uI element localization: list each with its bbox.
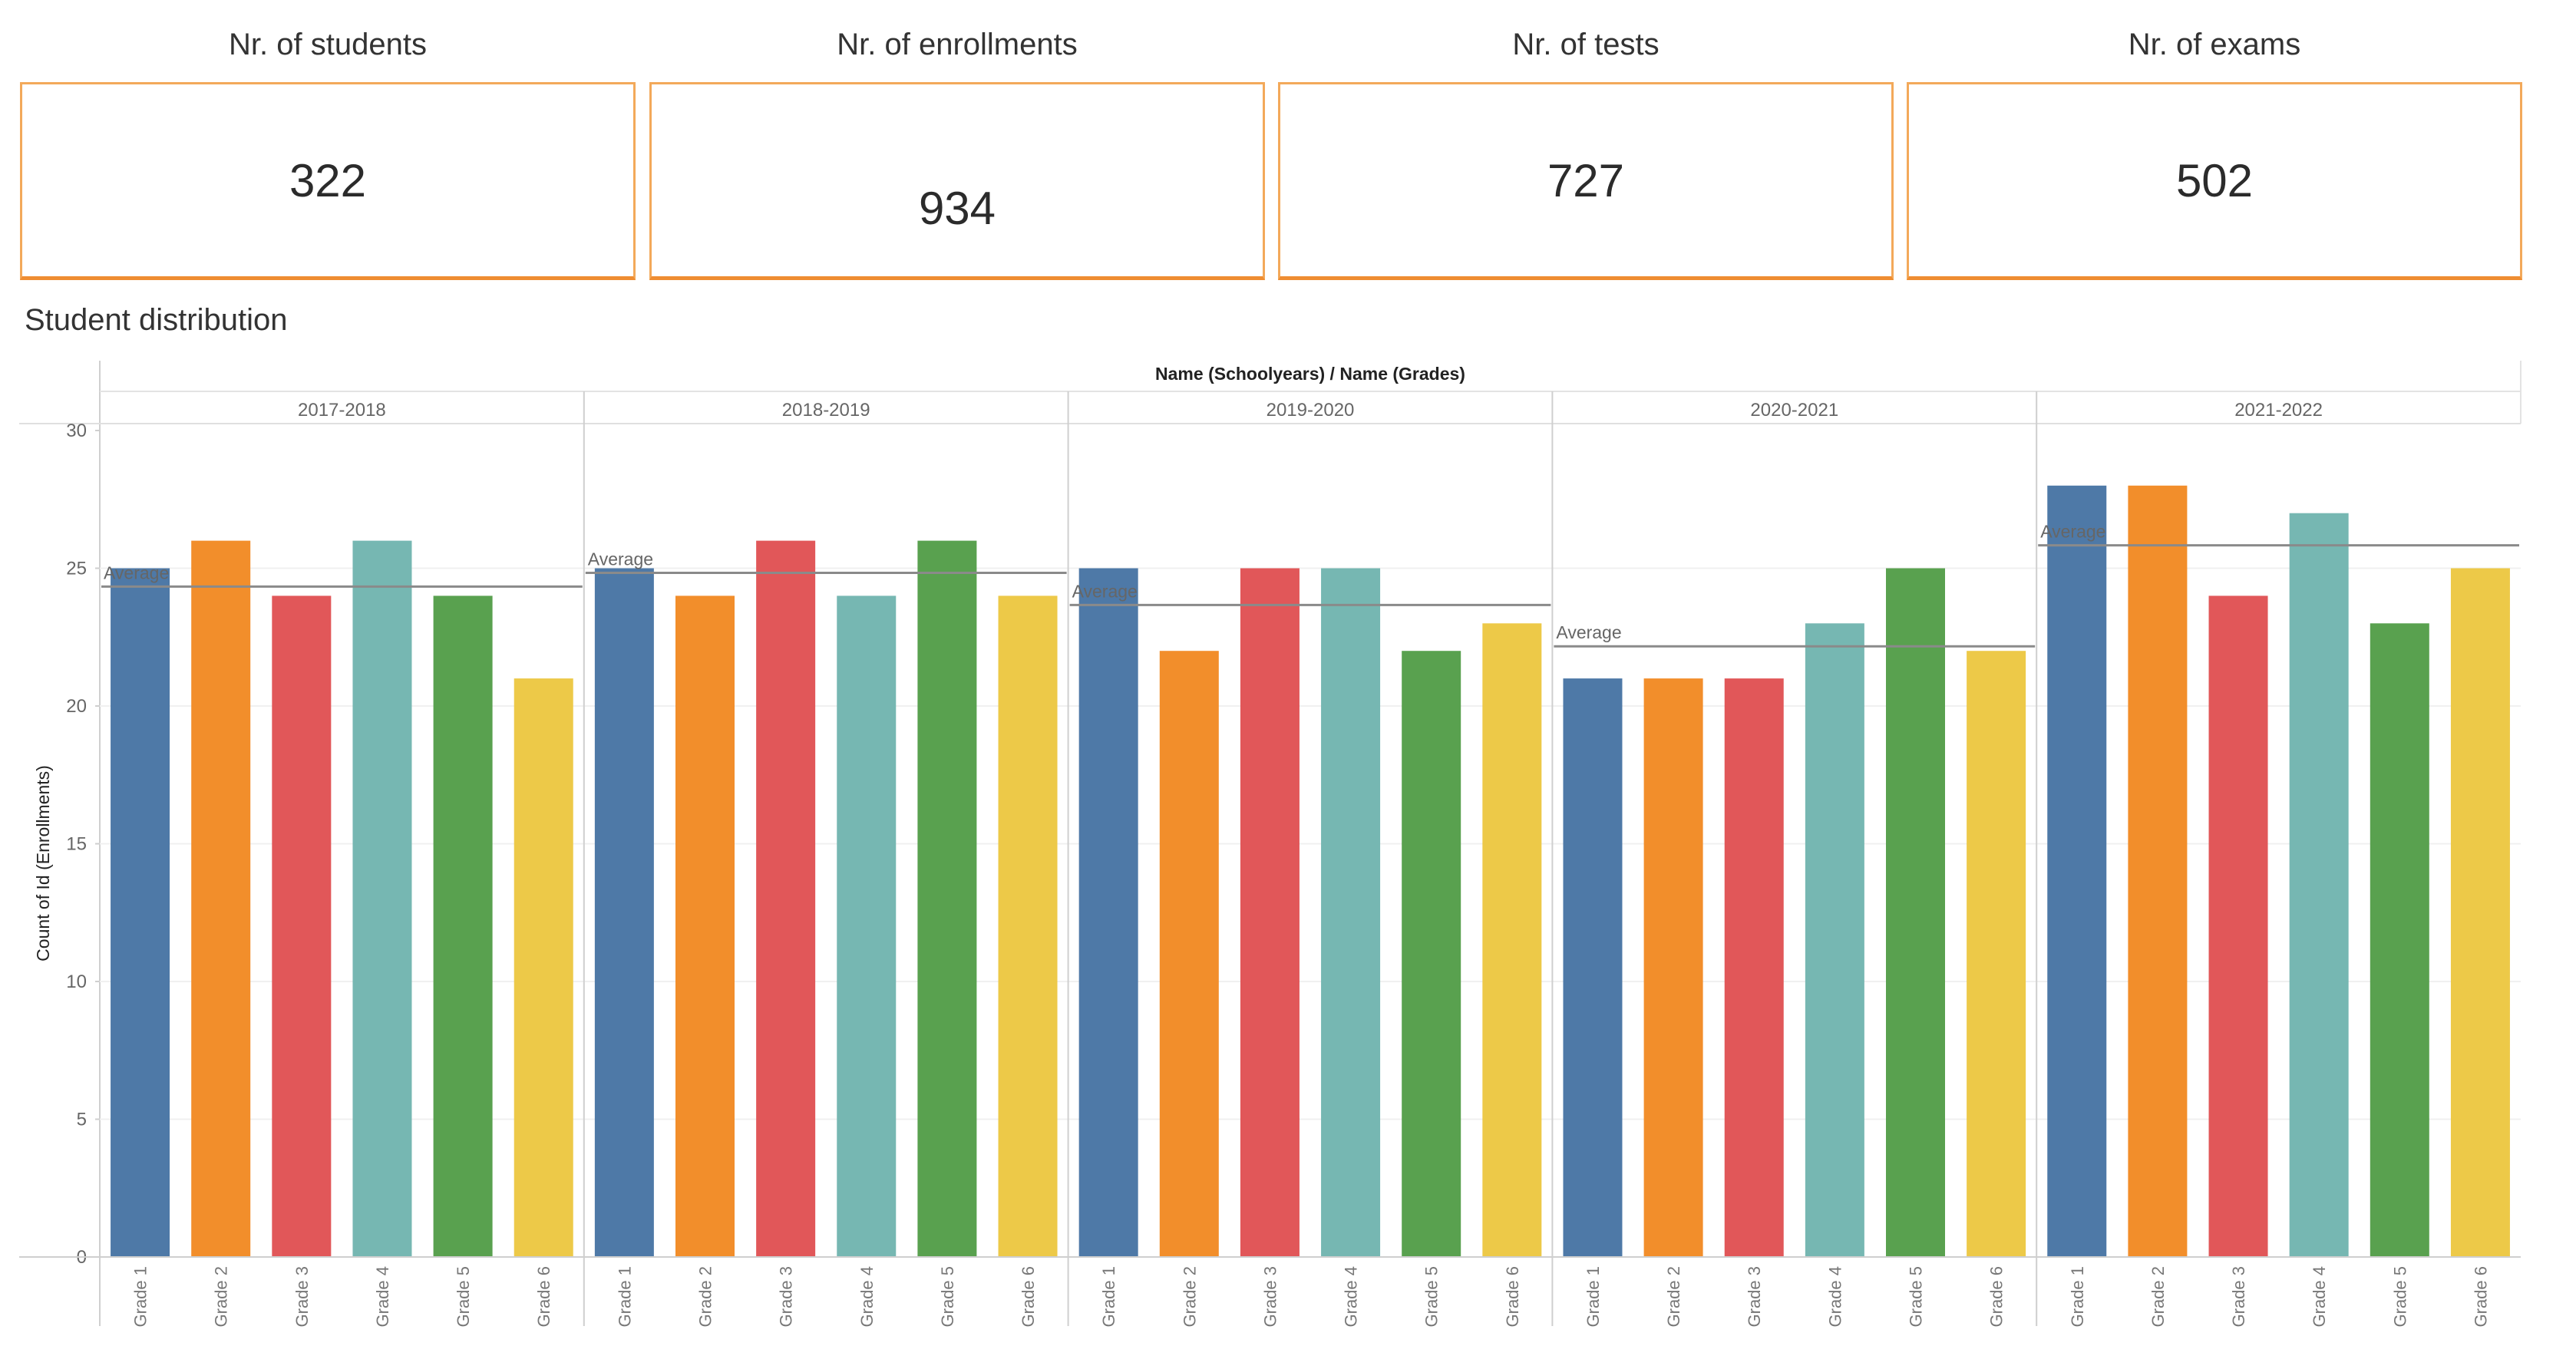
category-label: Grade 2 xyxy=(1180,1266,1199,1328)
kpi-card-exams: 502 xyxy=(1907,82,2522,280)
kpi-title-enrollments: Nr. of enrollments xyxy=(837,28,1078,61)
average-label: Average xyxy=(588,549,653,569)
category-label: Grade 4 xyxy=(2310,1266,2329,1328)
bar xyxy=(1159,651,1219,1257)
kpi-value-enrollments: 934 xyxy=(918,182,996,234)
category-label: Grade 5 xyxy=(938,1266,957,1328)
bar xyxy=(1724,678,1784,1257)
category-label: Grade 2 xyxy=(2148,1266,2168,1328)
category-label: Grade 3 xyxy=(2229,1266,2248,1328)
kpi-value-students: 322 xyxy=(289,154,367,206)
category-label: Grade 6 xyxy=(1503,1266,1522,1328)
category-label: Grade 2 xyxy=(212,1266,231,1328)
category-label: Grade 4 xyxy=(373,1266,392,1328)
chart-header-title: Name (Schoolyears) / Name (Grades) xyxy=(1155,364,1465,384)
bar xyxy=(1240,568,1300,1257)
group-label: 2018-2019 xyxy=(782,400,870,421)
bar xyxy=(1482,623,1542,1257)
category-label: Grade 1 xyxy=(615,1266,634,1328)
bar xyxy=(2047,485,2107,1257)
category-label: Grade 6 xyxy=(1019,1266,1038,1328)
group-label: 2021-2022 xyxy=(2234,400,2323,421)
category-label: Grade 4 xyxy=(1825,1266,1844,1328)
average-label: Average xyxy=(2040,522,2105,542)
group-label: 2019-2020 xyxy=(1267,400,1355,421)
bar xyxy=(1321,568,1381,1257)
kpi-card-tests: 727 xyxy=(1278,82,1894,280)
bar xyxy=(2370,623,2429,1257)
y-tick-label: 20 xyxy=(66,696,87,717)
category-label: Grade 5 xyxy=(1422,1266,1442,1328)
bar xyxy=(756,540,816,1257)
kpi-card-students: 322 xyxy=(20,82,636,280)
category-label: Grade 6 xyxy=(1987,1266,2006,1328)
bar xyxy=(111,568,170,1257)
bar xyxy=(514,678,573,1257)
average-label: Average xyxy=(104,562,169,582)
category-label: Grade 4 xyxy=(1342,1266,1361,1328)
bar xyxy=(2208,595,2268,1257)
category-label: Grade 3 xyxy=(1745,1266,1764,1328)
category-label: Grade 3 xyxy=(1260,1266,1280,1328)
bar xyxy=(837,595,897,1257)
category-label: Grade 5 xyxy=(2390,1266,2409,1328)
bar xyxy=(2128,485,2188,1257)
category-label: Grade 3 xyxy=(292,1266,312,1328)
bar xyxy=(1563,678,1623,1257)
bar xyxy=(1078,568,1138,1257)
category-label: Grade 3 xyxy=(777,1266,796,1328)
bar xyxy=(1402,651,1461,1257)
bar xyxy=(1805,623,1864,1257)
y-tick-label: 30 xyxy=(66,421,87,441)
bar xyxy=(2289,513,2349,1257)
y-tick-label: 15 xyxy=(66,834,87,855)
bar xyxy=(272,595,332,1257)
bar xyxy=(191,540,251,1257)
y-tick-label: 25 xyxy=(66,559,87,579)
section-title: Student distribution xyxy=(25,303,288,337)
bar xyxy=(433,595,493,1257)
group-label: 2017-2018 xyxy=(298,400,386,421)
bar xyxy=(1643,678,1703,1257)
kpi-title-exams: Nr. of exams xyxy=(2128,28,2301,61)
average-label: Average xyxy=(1556,622,1621,642)
bar xyxy=(594,568,654,1257)
bar xyxy=(675,595,735,1257)
bar xyxy=(917,540,977,1257)
average-label: Average xyxy=(1072,581,1138,601)
bar xyxy=(1886,568,1945,1257)
category-label: Grade 2 xyxy=(1664,1266,1683,1328)
y-tick-label: 10 xyxy=(66,972,87,992)
category-label: Grade 6 xyxy=(534,1266,553,1328)
kpi-card-enrollments: 934 xyxy=(649,82,1265,280)
category-label: Grade 1 xyxy=(131,1266,150,1328)
category-label: Grade 1 xyxy=(2068,1266,2087,1328)
category-label: Grade 2 xyxy=(696,1266,715,1328)
category-label: Grade 1 xyxy=(1584,1266,1603,1328)
y-tick-label: 5 xyxy=(77,1110,87,1130)
bar xyxy=(2450,568,2510,1257)
group-label: 2020-2021 xyxy=(1750,400,1838,421)
category-label: Grade 1 xyxy=(1099,1266,1118,1328)
kpi-value-exams: 502 xyxy=(2175,154,2254,206)
kpi-value-tests: 727 xyxy=(1547,154,1625,206)
category-label: Grade 4 xyxy=(857,1266,877,1328)
enrollment-bar-chart: Name (Schoolyears) / Name (Grades)051015… xyxy=(19,361,2522,1328)
category-label: Grade 6 xyxy=(2471,1266,2490,1328)
category-label: Grade 5 xyxy=(454,1266,473,1328)
y-axis-title: Count of Id (Enrollments) xyxy=(33,765,53,962)
bar xyxy=(998,595,1058,1257)
category-label: Grade 5 xyxy=(1907,1266,1926,1328)
kpi-title-students: Nr. of students xyxy=(229,28,427,61)
bar xyxy=(352,540,412,1257)
kpi-title-tests: Nr. of tests xyxy=(1512,28,1660,61)
bar xyxy=(1967,651,2026,1257)
